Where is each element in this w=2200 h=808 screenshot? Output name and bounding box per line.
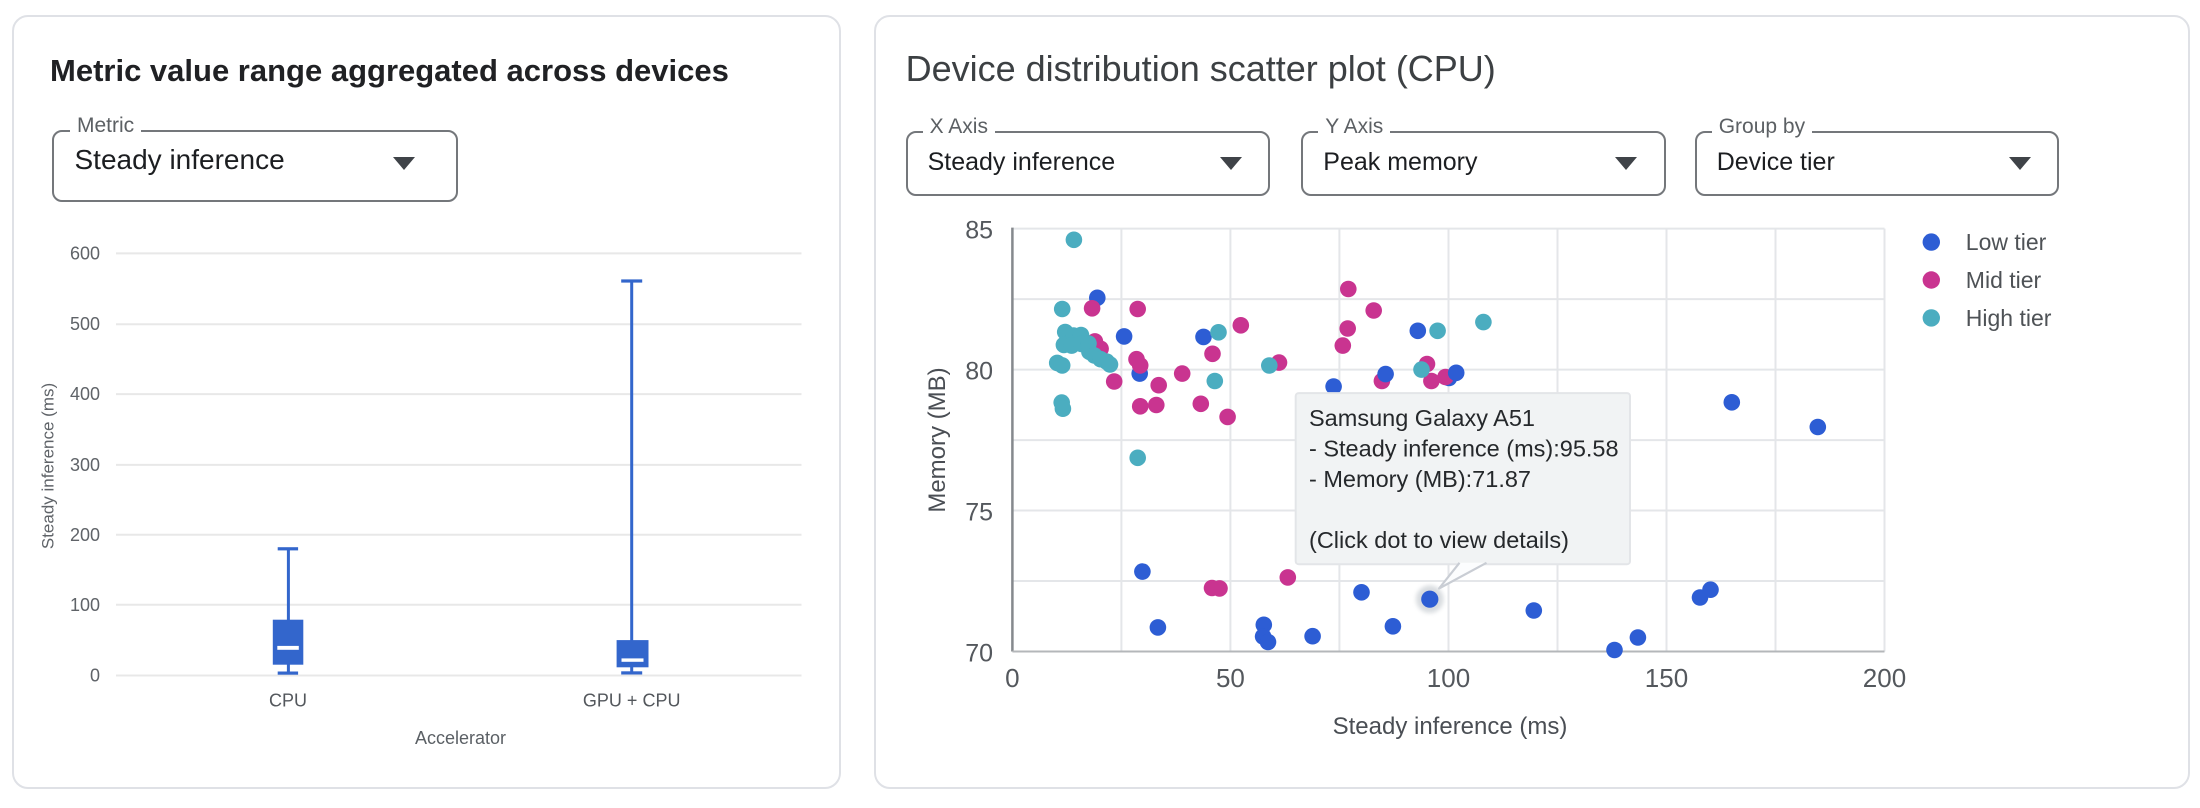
svg-text:600: 600 [70,243,100,263]
svg-text:0: 0 [90,666,100,686]
svg-text:Mid tier: Mid tier [1966,267,2042,293]
svg-text:80: 80 [965,358,993,386]
svg-text:- Steady inference (ms):95.58: - Steady inference (ms):95.58 [1309,436,1619,462]
svg-text:Steady inference (ms): Steady inference (ms) [39,383,58,549]
svg-text:0: 0 [1005,663,1019,693]
svg-text:High tier: High tier [1966,305,2052,331]
svg-text:GPU + CPU: GPU + CPU [583,691,681,711]
svg-text:85: 85 [965,217,993,245]
svg-text:50: 50 [1216,663,1245,693]
svg-text:Samsung Galaxy A51: Samsung Galaxy A51 [1309,405,1535,431]
svg-text:200: 200 [70,525,100,545]
svg-text:CPU: CPU [269,691,307,711]
svg-text:100: 100 [70,595,100,615]
svg-text:100: 100 [1427,663,1470,693]
svg-text:Low tier: Low tier [1966,229,2047,255]
svg-text:300: 300 [70,455,100,475]
svg-text:(Click dot to view details): (Click dot to view details) [1309,527,1569,553]
svg-text:500: 500 [70,314,100,334]
svg-text:Steady inference (ms): Steady inference (ms) [1333,713,1568,740]
svg-text:Accelerator: Accelerator [415,728,506,748]
svg-text:Memory (MB): Memory (MB) [924,367,951,512]
svg-text:70: 70 [965,640,993,668]
svg-text:200: 200 [1863,663,1906,693]
svg-text:75: 75 [965,499,993,527]
svg-text:- Memory (MB):71.87: - Memory (MB):71.87 [1309,466,1531,492]
svg-text:400: 400 [70,384,100,404]
svg-text:150: 150 [1645,663,1688,693]
